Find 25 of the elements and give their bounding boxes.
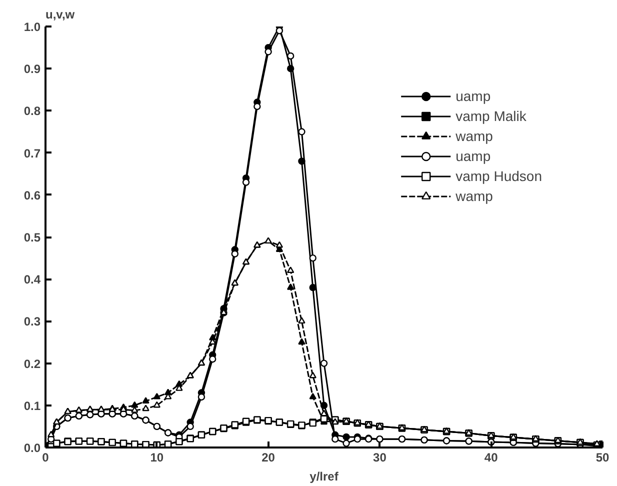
y-tick-label: 0.1: [24, 398, 41, 413]
y-tick-label: 0.2: [24, 356, 41, 371]
y-axis-title: u,v,w: [46, 8, 76, 22]
x-tick-label: 0: [42, 450, 50, 464]
legend-label: uamp: [456, 148, 491, 164]
x-tick-label: 50: [596, 450, 610, 464]
legend-label: wamp: [456, 188, 493, 204]
y-tick-label: 0.9: [24, 62, 41, 76]
legend-label: vamp Malik: [456, 108, 526, 124]
legend-label: wamp: [456, 128, 493, 144]
legend-label: vamp Hudson: [456, 168, 542, 184]
y-tick-label: 0.5: [24, 230, 41, 244]
x-tick-label: 20: [262, 450, 276, 464]
y-tick-label: 0.8: [24, 104, 41, 118]
x-tick-label: 40: [484, 450, 498, 464]
legend-label: uamp: [456, 88, 491, 104]
x-axis-title: y/lref: [310, 470, 340, 484]
y-tick-label: 0.3: [24, 314, 41, 329]
y-tick-label: 0.0: [24, 441, 41, 455]
x-tick-label: 30: [373, 450, 387, 464]
x-tick-label: 10: [150, 450, 164, 464]
y-tick-label: 0.4: [24, 272, 41, 287]
y-tick-label: 0.6: [24, 188, 41, 202]
y-tick-label: 1.0: [24, 20, 41, 34]
y-tick-label: 0.7: [24, 146, 41, 160]
